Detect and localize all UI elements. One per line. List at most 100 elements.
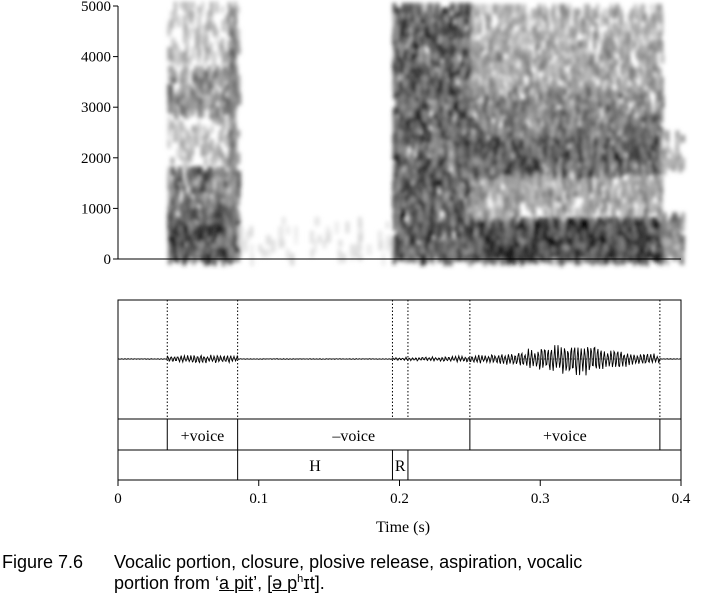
energy-cell — [505, 217, 509, 230]
energy-cell — [650, 63, 653, 76]
energy-cell — [407, 71, 411, 79]
energy-cell — [357, 239, 362, 252]
energy-cell — [495, 189, 499, 197]
energy-cell — [625, 162, 628, 175]
energy-cell — [261, 248, 267, 258]
energy-cell — [401, 103, 404, 111]
energy-cell — [630, 185, 633, 197]
energy-cell — [646, 244, 650, 252]
energy-cell — [632, 180, 636, 189]
energy-cell — [183, 15, 187, 28]
energy-cell — [605, 72, 609, 81]
energy-cell — [510, 140, 513, 153]
energy-cell — [414, 207, 419, 221]
energy-cell — [645, 135, 649, 145]
energy-cell — [480, 104, 483, 114]
energy-cell — [410, 226, 414, 236]
energy-cell — [640, 149, 644, 161]
energy-cell — [543, 67, 547, 78]
energy-cell — [604, 149, 608, 158]
energy-cell — [569, 44, 573, 53]
energy-cell — [588, 95, 591, 108]
energy-cell — [234, 66, 237, 79]
energy-cell — [650, 81, 654, 91]
energy-cell — [592, 13, 595, 26]
energy-cell — [482, 144, 486, 153]
energy-cell — [250, 244, 254, 253]
energy-cell — [487, 90, 490, 101]
energy-cell — [500, 149, 503, 162]
energy-cell — [639, 198, 643, 209]
energy-cell — [568, 108, 571, 118]
energy-cell — [614, 149, 619, 162]
energy-cell — [417, 57, 420, 66]
energy-cell — [230, 207, 233, 220]
energy-cell — [580, 180, 583, 189]
energy-cell — [498, 54, 502, 63]
energy-cell — [230, 25, 232, 38]
energy-cell — [542, 167, 545, 176]
energy-cell — [431, 94, 435, 106]
energy-cell — [639, 58, 643, 69]
energy-cell — [470, 207, 474, 221]
energy-cell — [229, 2, 232, 15]
energy-cell — [502, 130, 505, 142]
energy-cell — [514, 235, 517, 246]
energy-cell — [419, 185, 424, 195]
energy-cell — [588, 217, 592, 225]
energy-cell — [600, 81, 604, 90]
energy-cell — [588, 189, 591, 200]
energy-cell — [411, 62, 415, 74]
energy-cell — [413, 21, 418, 30]
energy-cell — [560, 90, 563, 102]
energy-cell — [204, 33, 209, 46]
energy-cell — [405, 166, 409, 179]
energy-cell — [580, 72, 583, 83]
energy-cell — [490, 54, 494, 63]
energy-cell — [401, 125, 406, 136]
energy-cell — [487, 13, 491, 22]
energy-cell — [453, 84, 457, 97]
energy-cell — [482, 108, 485, 119]
energy-cell — [547, 176, 552, 184]
energy-cell — [191, 19, 195, 33]
energy-cell — [625, 135, 629, 143]
energy-cell — [234, 57, 237, 67]
energy-cell — [508, 44, 511, 56]
energy-cell — [185, 37, 190, 45]
energy-cell — [527, 162, 531, 171]
energy-cell — [570, 239, 573, 249]
energy-cell — [477, 40, 480, 48]
energy-cell — [565, 230, 569, 238]
energy-cell — [443, 171, 447, 182]
energy-cell — [542, 207, 546, 216]
energy-cell — [232, 7, 235, 17]
energy-cell — [230, 166, 234, 174]
energy-cell — [527, 113, 531, 121]
energy-cell — [528, 81, 531, 90]
energy-cell — [575, 153, 578, 166]
energy-cell — [234, 239, 237, 252]
energy-cell — [592, 130, 596, 139]
energy-cell — [583, 167, 586, 177]
energy-cell — [587, 31, 590, 41]
energy-cell — [653, 149, 656, 160]
energy-cell — [528, 72, 532, 85]
energy-cell — [443, 66, 447, 78]
energy-cell — [568, 54, 571, 65]
energy-cell — [614, 185, 618, 194]
energy-cell — [410, 98, 414, 111]
energy-cell — [537, 226, 541, 239]
energy-cell — [413, 48, 418, 59]
energy-cell — [593, 135, 596, 147]
energy-cell — [497, 40, 501, 52]
energy-cell — [593, 90, 597, 103]
energy-cell — [622, 158, 625, 171]
energy-cell — [426, 16, 429, 26]
energy-cell — [423, 217, 427, 225]
energy-cell — [402, 16, 407, 29]
energy-cell — [505, 207, 508, 221]
energy-cell — [655, 76, 658, 89]
energy-cell — [230, 239, 233, 248]
energy-cell — [428, 2, 432, 13]
